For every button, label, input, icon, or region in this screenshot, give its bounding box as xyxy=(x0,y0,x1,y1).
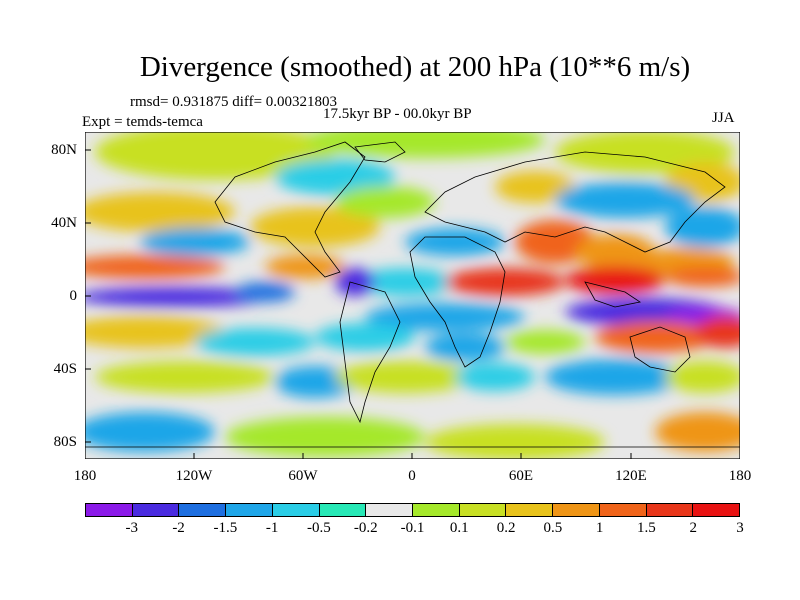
y-tick-label: 40N xyxy=(51,215,77,231)
colorbar-label: 0.1 xyxy=(449,520,469,536)
colorbar xyxy=(85,503,740,517)
x-tick-label: 60E xyxy=(508,468,534,484)
x-tick-label: 60W xyxy=(288,468,318,484)
colorbar-label: -0.5 xyxy=(307,520,331,536)
colorbar-label: 3 xyxy=(736,520,744,536)
colorbar-box xyxy=(86,504,133,516)
chart-title: Divergence (smoothed) at 200 hPa (10**6 … xyxy=(139,51,691,83)
colorbar-label: -0.2 xyxy=(353,520,378,536)
x-tick-label: 180 xyxy=(728,468,752,484)
colorbar-box xyxy=(506,504,554,516)
colorbar-box xyxy=(132,504,180,516)
colorbar-box xyxy=(599,504,647,516)
colorbar-label: 1.5 xyxy=(637,520,656,536)
coastlines xyxy=(85,141,740,448)
y-tick-label: 40S xyxy=(53,361,77,377)
season-text: JJA xyxy=(712,110,735,126)
experiment-text: Expt = temds-temca xyxy=(82,114,203,130)
y-tick-label: 80S xyxy=(53,434,77,450)
period-text: 17.5kyr BP - 00.0kyr BP xyxy=(323,106,472,122)
colorbar-label: 0.5 xyxy=(543,520,563,536)
axis-ticks xyxy=(85,149,632,459)
colorbar-label: 2 xyxy=(689,520,697,536)
colorbar-label: 0.2 xyxy=(496,520,516,536)
rmsd-text: rmsd= 0.931875 diff= 0.00321803 xyxy=(130,94,338,110)
colorbar-box xyxy=(366,504,414,516)
colorbar-box xyxy=(272,504,320,516)
divergence-map xyxy=(85,132,740,459)
colorbar-label: -1.5 xyxy=(213,520,238,536)
x-tick-label: 0 xyxy=(408,468,416,484)
colorbar-box xyxy=(553,504,600,516)
colorbar-label: -0.1 xyxy=(400,520,425,536)
colorbar-label: -1 xyxy=(265,520,279,536)
colorbar-box xyxy=(319,504,367,516)
y-tick-label: 80N xyxy=(51,142,77,158)
colorbar-label: -3 xyxy=(125,520,139,536)
colorbar-box xyxy=(459,504,507,516)
colorbar-label: -2 xyxy=(172,520,185,536)
colorbar-box xyxy=(179,504,227,516)
y-tick-label: 0 xyxy=(69,288,78,304)
colorbar-label: 1 xyxy=(595,520,604,536)
colorbar-box xyxy=(226,504,273,516)
x-tick-label: 120E xyxy=(615,468,647,484)
colorbar-box xyxy=(413,504,460,516)
colorbar-box xyxy=(693,504,740,516)
x-tick-label: 180 xyxy=(73,468,97,484)
colorbar-box xyxy=(646,504,694,516)
x-tick-label: 120W xyxy=(175,468,213,484)
